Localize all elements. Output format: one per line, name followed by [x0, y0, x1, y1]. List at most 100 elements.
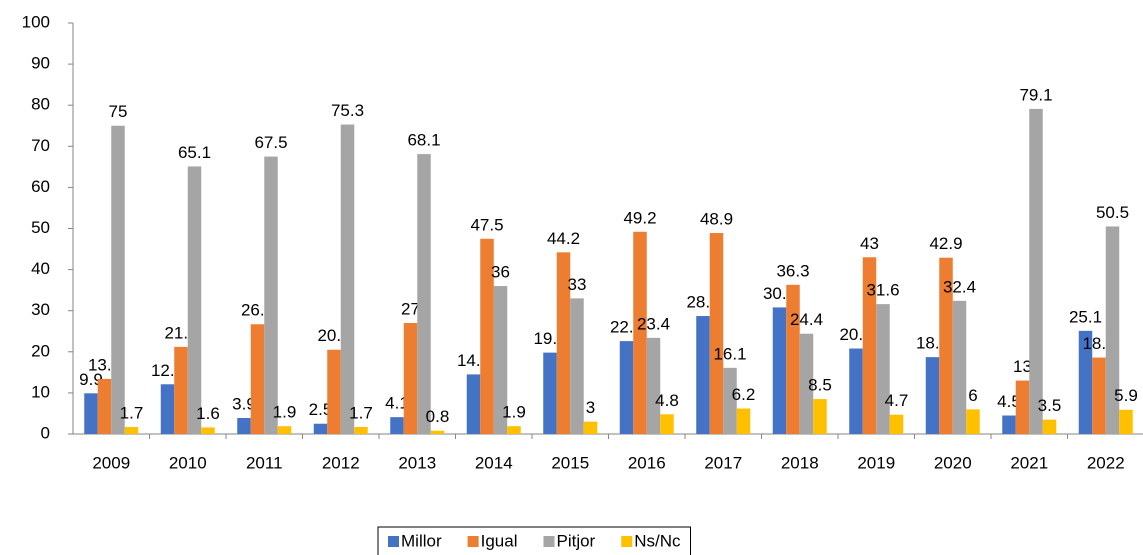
data-label: 31.6 [866, 281, 899, 300]
x-tick-label: 2011 [246, 453, 283, 472]
legend-swatch [543, 536, 555, 547]
bar [430, 430, 445, 434]
y-tick-label: 90 [31, 54, 50, 73]
x-tick-label: 2019 [857, 453, 895, 472]
legend-label: Ns/Nc [634, 531, 681, 550]
bar [250, 324, 265, 434]
data-label: 25.1 [1069, 307, 1102, 326]
bar [237, 417, 251, 434]
bar [277, 426, 292, 434]
data-label: 4.5 [997, 392, 1021, 411]
y-tick-label: 0 [41, 423, 50, 442]
bar [966, 409, 980, 434]
data-label: 1.9 [273, 403, 297, 422]
data-label: 4.7 [885, 391, 909, 410]
bar [709, 233, 724, 434]
data-label: 16.1 [713, 344, 746, 363]
data-label: 42.9 [929, 234, 962, 253]
data-label: 5.9 [1114, 386, 1138, 405]
x-tick-label: 2009 [92, 453, 130, 472]
data-label: 79.1 [1019, 85, 1052, 104]
bar [1042, 419, 1057, 434]
bar [1015, 380, 1030, 434]
x-tick-label: 2020 [934, 453, 972, 472]
x-tick-label: 2010 [169, 453, 207, 472]
bar [313, 423, 328, 434]
bar [160, 384, 175, 434]
data-label: 1.9 [502, 403, 526, 422]
y-tick-label: 70 [31, 136, 50, 155]
bar [507, 426, 521, 434]
x-tick-label: 2018 [781, 453, 819, 472]
legend-swatch [621, 536, 633, 547]
y-tick-label: 50 [31, 218, 50, 237]
bar [925, 357, 940, 434]
data-label: 1.7 [120, 403, 144, 422]
y-tick-label: 20 [31, 341, 50, 360]
bar [1119, 409, 1133, 434]
data-label: 2.5 [309, 400, 333, 419]
data-label: 13 [1013, 357, 1032, 376]
bar [876, 304, 890, 434]
bar [111, 125, 125, 434]
data-label: 3.9 [232, 394, 256, 413]
x-tick-label: 2021 [1010, 453, 1048, 472]
data-label: 36.3 [776, 261, 809, 280]
data-label: 75 [109, 102, 128, 121]
bar [849, 348, 863, 434]
bar [1002, 415, 1016, 434]
bar [417, 154, 431, 434]
bar [390, 417, 404, 434]
x-tick-label: 2013 [398, 453, 436, 472]
x-tick-label: 2015 [551, 453, 589, 472]
data-label: 4.8 [655, 391, 679, 410]
x-tick-label: 2014 [475, 453, 513, 472]
bar [480, 238, 494, 434]
data-label: 43 [860, 234, 879, 253]
bar [862, 257, 877, 434]
bar [646, 337, 661, 434]
bar [97, 378, 112, 434]
legend-label: Millor [401, 531, 442, 550]
y-tick-label: 60 [31, 177, 50, 196]
data-label: 24.4 [790, 310, 823, 329]
data-label: 8.5 [808, 376, 832, 395]
data-label: 48.9 [700, 210, 733, 229]
bar [583, 421, 598, 434]
x-tick-label: 2017 [704, 453, 742, 472]
legend-label: Igual [481, 531, 518, 550]
data-label: 36 [491, 263, 510, 282]
data-label: 6 [968, 386, 977, 405]
bar [174, 346, 188, 434]
bar [570, 298, 584, 434]
data-label: 1.7 [349, 403, 373, 422]
bar [772, 307, 787, 434]
bar [660, 414, 674, 434]
y-tick-label: 100 [22, 12, 50, 31]
x-tick-label: 2016 [628, 453, 666, 472]
bar [264, 156, 278, 434]
x-tick-label: 2022 [1087, 453, 1125, 472]
legend-label: Pitjor [556, 531, 595, 550]
bar [543, 352, 557, 434]
bar [327, 349, 341, 434]
data-label: 3.5 [1038, 396, 1062, 415]
x-tick-label: 2012 [322, 453, 360, 472]
data-label: 27 [401, 300, 420, 319]
bar [952, 300, 967, 434]
bar [633, 231, 647, 434]
data-label: 50.5 [1096, 203, 1129, 222]
data-label: 9.9 [79, 370, 103, 389]
legend: Millor Igual Pitjor Ns/Nc [377, 526, 691, 555]
data-label: 33 [568, 275, 587, 294]
bar [1105, 226, 1120, 434]
data-label: 75.3 [331, 101, 364, 120]
data-label: 6.2 [732, 385, 756, 404]
data-label: 3 [586, 398, 595, 417]
legend-box [377, 526, 691, 555]
data-label: 32.4 [943, 277, 976, 296]
bar [493, 286, 508, 434]
data-label: 47.5 [470, 215, 503, 234]
data-label: 49.2 [623, 208, 656, 227]
